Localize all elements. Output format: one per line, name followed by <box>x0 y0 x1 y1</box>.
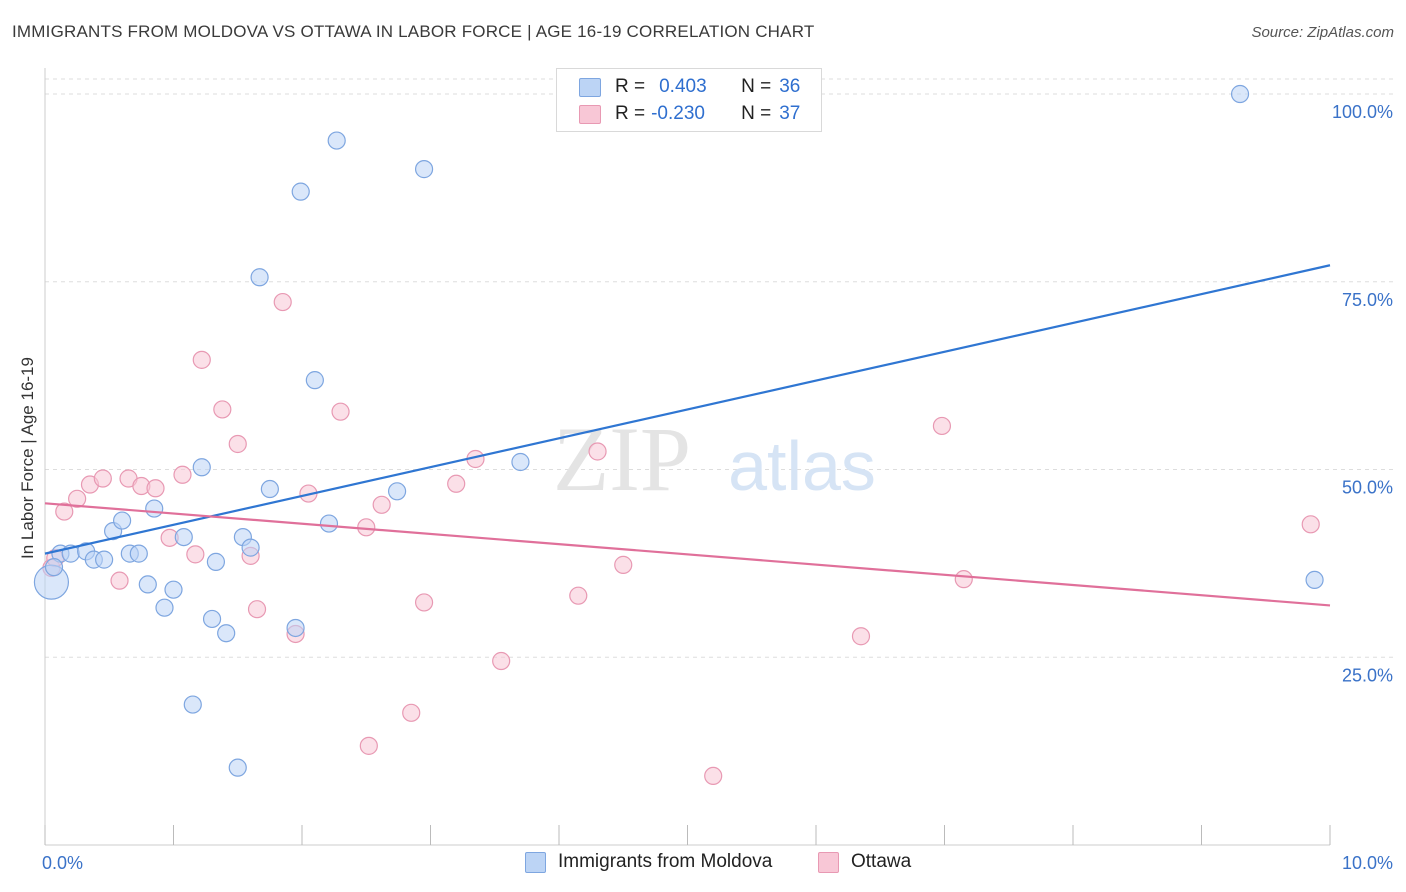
bottom-legend-swatch-ottawa <box>818 851 839 873</box>
data-point-moldova <box>174 527 193 547</box>
data-point-ottawa <box>93 469 112 488</box>
watermark: ZIP atlas <box>553 408 876 510</box>
data-point-ottawa <box>414 593 434 612</box>
data-point-ottawa <box>569 586 588 605</box>
legend-row-ottawa: R = -0.230 N = 37 <box>579 102 800 126</box>
bottom-legend-swatch-moldova <box>525 851 546 873</box>
y-axis-label: In Labor Force | Age 16-19 <box>18 357 37 559</box>
data-point-moldova <box>414 160 434 179</box>
data-point-moldova <box>511 452 530 472</box>
x-tick-label: 10.0% <box>1342 853 1393 873</box>
data-point-ottawa <box>213 400 232 419</box>
data-point-moldova <box>1305 570 1324 590</box>
data-point-ottawa <box>614 555 633 574</box>
data-point-ottawa <box>402 703 421 722</box>
data-point-ottawa <box>228 434 247 454</box>
bottom-legend-label-moldova: Immigrants from Moldova <box>558 851 773 872</box>
trend-line-ottawa <box>44 502 1331 607</box>
y-tick-label: 75.0% <box>1342 290 1393 310</box>
data-point-ottawa <box>192 350 211 369</box>
legend-r-label: R = <box>615 76 646 97</box>
legend-r-value: 0.403 <box>659 76 707 97</box>
bottom-legend-label-ottawa: Ottawa <box>851 851 912 872</box>
data-point-moldova <box>327 131 346 150</box>
data-point-moldova <box>164 580 183 599</box>
data-point-ottawa <box>273 292 292 312</box>
data-point-moldova <box>44 558 64 577</box>
data-point-moldova <box>217 624 236 643</box>
legend-r-value: -0.230 <box>651 103 705 124</box>
tick-labels: 25.0% 50.0% 75.0% 100.0% 0.0% 10.0% <box>42 102 1393 873</box>
data-point-ottawa <box>186 545 205 564</box>
data-point-moldova <box>192 458 211 477</box>
trend-lines <box>44 264 1331 607</box>
data-point-moldova <box>95 550 114 569</box>
x-tick-label: 0.0% <box>42 853 83 873</box>
data-point-moldova <box>112 511 132 530</box>
data-point-ottawa <box>447 474 466 493</box>
chart-title: IMMIGRANTS FROM MOLDOVA VS OTTAWA IN LAB… <box>12 22 815 41</box>
data-point-moldova <box>129 544 148 563</box>
data-point-ottawa <box>173 465 192 484</box>
data-point-moldova <box>138 575 157 594</box>
legend-swatch-moldova <box>579 77 601 97</box>
data-point-moldova <box>305 371 324 390</box>
data-point-moldova <box>202 609 222 629</box>
data-point-ottawa <box>704 766 723 786</box>
data-point-moldova <box>155 598 174 617</box>
data-point-ottawa <box>1301 515 1320 534</box>
data-point-moldova <box>250 268 269 287</box>
legend-row-moldova: R = 0.403 N = 36 <box>579 75 800 99</box>
data-point-ottawa <box>68 489 87 508</box>
data-point-moldova <box>228 758 247 777</box>
data-point-moldova <box>1230 84 1250 104</box>
watermark-atlas: atlas <box>728 427 876 505</box>
legend-n-value: 36 <box>779 76 801 97</box>
data-point-moldova <box>183 695 202 714</box>
data-point-ottawa <box>492 651 511 671</box>
data-point-moldova <box>286 618 305 638</box>
data-point-ottawa <box>110 571 129 590</box>
legend-r-label: R = <box>615 103 646 124</box>
data-point-moldova <box>241 538 260 557</box>
data-point-ottawa <box>588 442 607 461</box>
legend-n-label: N = <box>741 103 772 124</box>
legend-swatch-ottawa <box>579 104 601 124</box>
data-point-ottawa <box>359 736 378 755</box>
y-tick-label: 25.0% <box>1342 665 1393 685</box>
y-tick-label: 50.0% <box>1342 478 1393 498</box>
bottom-legend-ottawa: Ottawa <box>818 851 911 873</box>
trend-line-moldova <box>44 264 1331 555</box>
data-point-moldova <box>206 552 226 571</box>
bottom-legend-moldova: Immigrants from Moldova <box>525 851 772 873</box>
y-tick-label: 100.0% <box>1332 102 1393 122</box>
data-point-moldova <box>387 482 407 501</box>
legend-n-label: N = <box>741 76 772 97</box>
data-point-ottawa <box>247 600 267 619</box>
data-point-ottawa <box>331 402 350 421</box>
data-point-ottawa <box>372 495 391 514</box>
stats-legend: R = 0.403 N = 36 R = -0.230 N = 37 <box>556 68 822 132</box>
data-point-ottawa <box>954 570 973 589</box>
source-note: Source: ZipAtlas.com <box>1251 24 1394 41</box>
legend-n-value: 37 <box>779 103 801 124</box>
data-point-ottawa <box>55 502 74 521</box>
data-point-ottawa <box>932 416 952 436</box>
data-point-moldova <box>145 499 164 518</box>
data-point-moldova <box>319 514 339 533</box>
data-point-ottawa <box>851 627 871 646</box>
axes-layer <box>44 68 1331 846</box>
data-point-moldova <box>291 182 310 201</box>
grid-layer <box>45 78 1395 658</box>
data-point-moldova <box>260 479 279 499</box>
data-point-ottawa <box>146 479 165 498</box>
